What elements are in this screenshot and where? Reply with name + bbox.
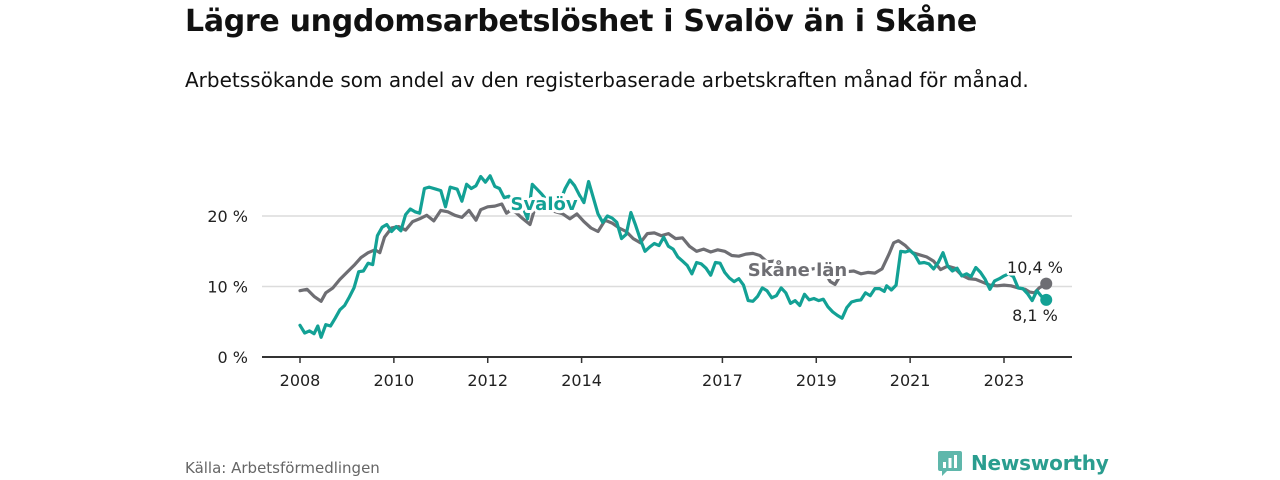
x-tick-label: 2023 xyxy=(984,371,1025,390)
x-tick-label: 2012 xyxy=(467,371,508,390)
brand-logo[interactable]: Newsworthy xyxy=(937,449,1109,477)
svalov-end-point xyxy=(1040,293,1053,306)
chart-subtitle: Arbetssökande som andel av den registerb… xyxy=(185,68,1029,92)
skane-end-point xyxy=(1040,277,1053,290)
y-tick-label: 0 % xyxy=(218,348,248,367)
skane-end-label: 10,4 % xyxy=(1007,258,1063,277)
svalov-line xyxy=(298,174,1048,339)
x-tick-label: 2017 xyxy=(702,371,743,390)
newsworthy-logo-icon xyxy=(938,450,962,476)
svalov-label-halo: Svalöv xyxy=(510,194,577,215)
y-tick-label: 20 % xyxy=(207,207,248,226)
y-tick-label: 10 % xyxy=(207,278,248,297)
x-tick-label: 2008 xyxy=(280,371,321,390)
brand-name: Newsworthy xyxy=(971,451,1109,475)
chart-title: Lägre ungdomsarbetslöshet i Svalöv än i … xyxy=(185,4,977,39)
svalov-end-label-halo: 8,1 % xyxy=(1012,306,1058,325)
x-tick-label: 2021 xyxy=(890,371,931,390)
skane-line xyxy=(298,202,1048,303)
skane-label-halo: Skåne län xyxy=(748,259,848,281)
x-tick-label: 2014 xyxy=(561,371,602,390)
x-tick-label: 2010 xyxy=(374,371,415,390)
skane-label: Skåne län xyxy=(748,259,848,281)
x-tick-label: 2019 xyxy=(796,371,837,390)
skane-end-label-halo: 10,4 % xyxy=(1007,258,1063,277)
source-note: Källa: Arbetsförmedlingen xyxy=(185,459,380,477)
svalov-end-label: 8,1 % xyxy=(1012,306,1058,325)
svalov-label: Svalöv xyxy=(510,194,577,215)
